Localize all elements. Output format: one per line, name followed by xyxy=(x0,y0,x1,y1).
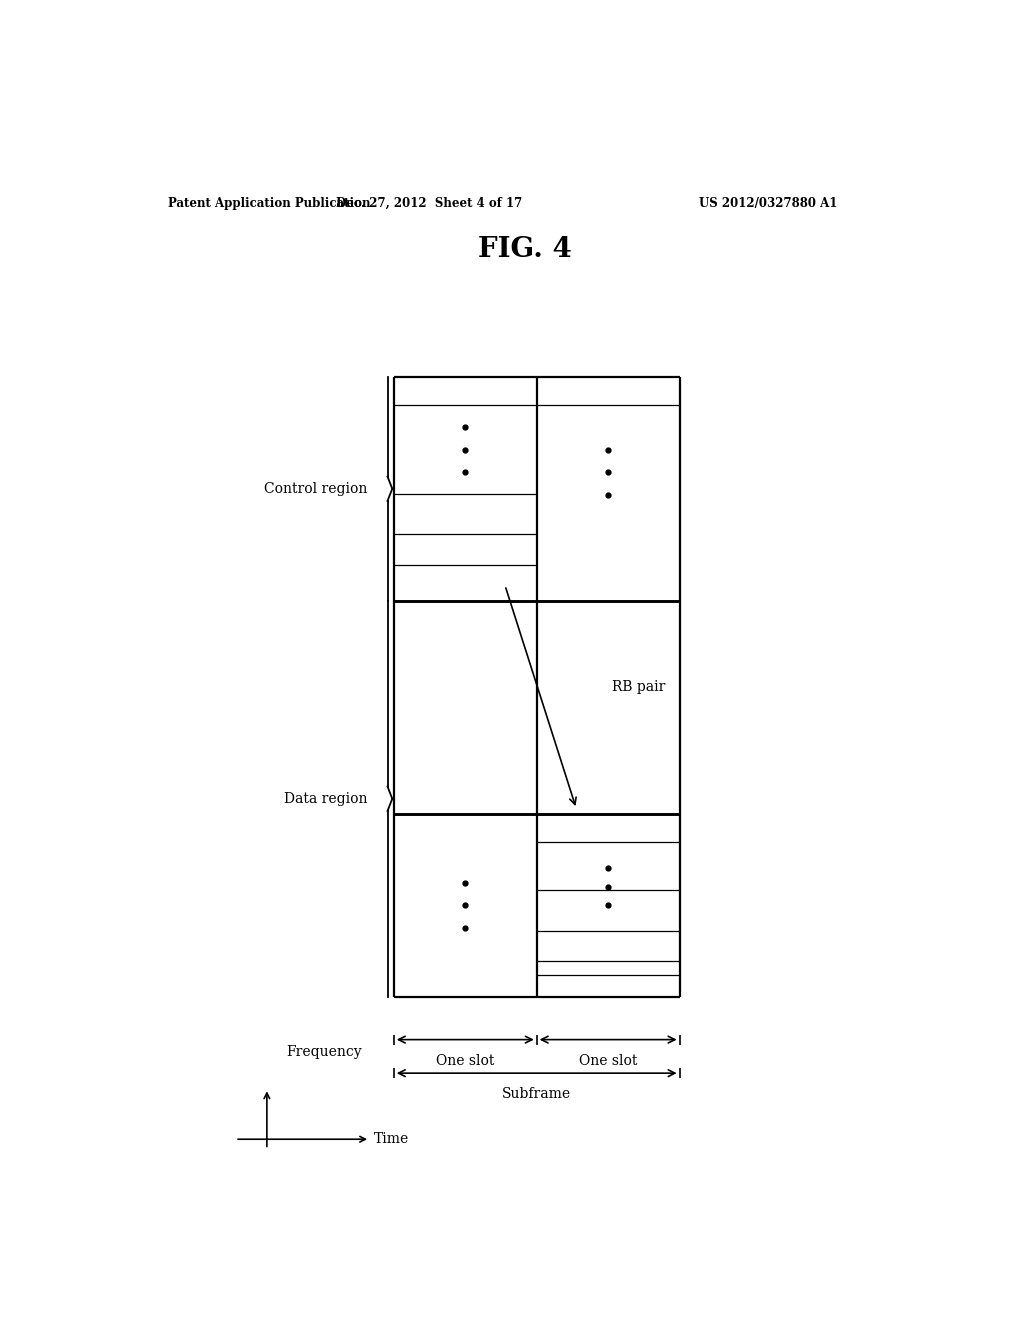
Text: Patent Application Publication: Patent Application Publication xyxy=(168,197,371,210)
Text: Time: Time xyxy=(374,1133,410,1146)
Text: Dec. 27, 2012  Sheet 4 of 17: Dec. 27, 2012 Sheet 4 of 17 xyxy=(337,197,522,210)
Text: Control region: Control region xyxy=(264,482,368,496)
Text: Subframe: Subframe xyxy=(502,1088,571,1101)
Text: Data region: Data region xyxy=(285,792,368,805)
Text: FIG. 4: FIG. 4 xyxy=(478,236,571,264)
Text: One slot: One slot xyxy=(436,1053,495,1068)
Text: RB pair: RB pair xyxy=(612,680,666,694)
Text: US 2012/0327880 A1: US 2012/0327880 A1 xyxy=(699,197,838,210)
Text: One slot: One slot xyxy=(579,1053,637,1068)
Text: Frequency: Frequency xyxy=(287,1044,362,1059)
